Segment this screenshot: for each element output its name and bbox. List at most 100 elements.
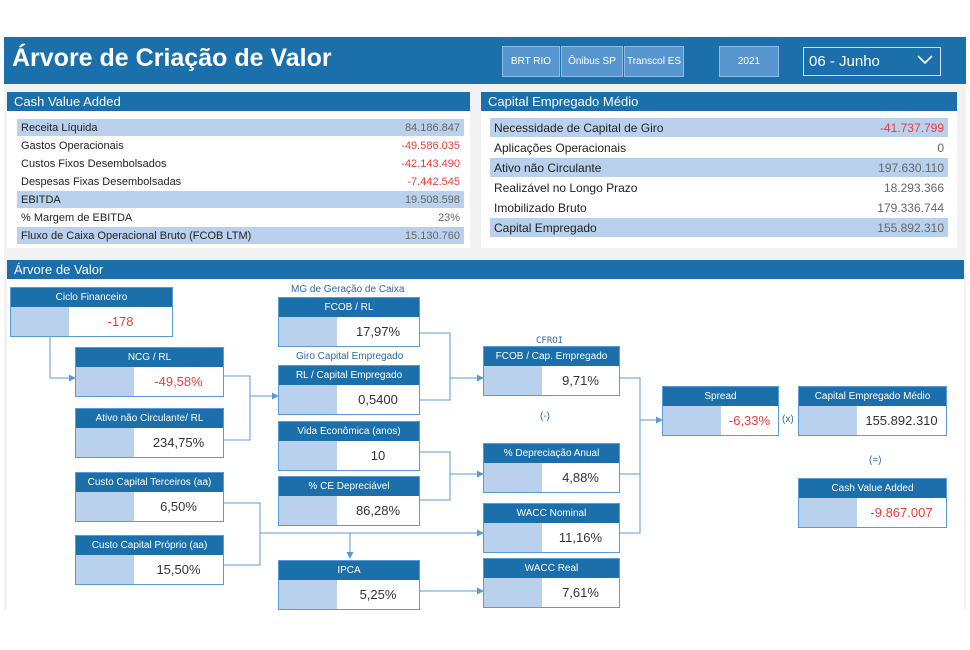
row-aplicacoes-operacionais: Aplicações Operacionais 0: [490, 138, 948, 157]
operator-equals: (=): [869, 455, 882, 466]
kpi-swatch: [279, 580, 337, 609]
kpi-title: IPCA: [279, 561, 419, 580]
row-label: Despesas Fixas Desembolsadas: [21, 175, 182, 188]
row-value: 23%: [437, 211, 460, 224]
row-receita-liquida: Receita Líquida 84.186.847: [17, 119, 464, 136]
row-ativo-nao-circulante: Ativo não Circulante 197.630.110: [490, 158, 948, 177]
kpi-title: FCOB / Cap. Empregado: [484, 347, 619, 366]
kpi-value: -9.867.007: [870, 505, 933, 520]
kpi-value: 86,28%: [355, 503, 401, 518]
kpi-swatch: [11, 307, 69, 336]
kpi-value: 15,50%: [156, 562, 201, 577]
kpi-value: 17,97%: [355, 324, 401, 339]
kpi-swatch: [663, 406, 721, 435]
kpi-swatch: [279, 385, 337, 414]
row-imobilizado-bruto: Imobilizado Bruto 179.336.744: [490, 198, 948, 217]
kpi-value: 234,75%: [152, 435, 205, 450]
row-label: Aplicações Operacionais: [494, 140, 627, 155]
row-label: Imobilizado Bruto: [494, 200, 587, 215]
kpi-swatch: [76, 555, 134, 584]
row-label: EBITDA: [21, 193, 61, 206]
header-bar: [4, 37, 966, 84]
kpi-swatch: [484, 463, 542, 492]
kpi-value: -6,33%: [728, 413, 771, 428]
kpi-swatch: [76, 367, 134, 396]
filter-button-transcol-es[interactable]: Transcol ES: [624, 46, 684, 77]
operator-times: (x): [782, 414, 794, 425]
row-value: 15.130.760: [404, 229, 460, 242]
kpi-value: -178: [107, 314, 134, 329]
row-label: Ativo não Circulante: [494, 160, 602, 175]
row-ebitda: EBITDA 19.508.598: [17, 191, 464, 208]
row-value: 179.336.744: [877, 200, 944, 215]
label-mg-geracao-caixa: MG de Geração de Caixa: [291, 284, 405, 295]
row-realizavel-no-longo-prazo: Realizável no Longo Prazo 18.293.366: [490, 178, 948, 197]
kpi-title: WACC Nominal: [484, 504, 619, 523]
label-cfroi: CFROI: [536, 336, 564, 346]
row-capital-empregado: Capital Empregado 155.892.310: [490, 218, 948, 237]
kpi-title: % CE Depreciável: [279, 477, 419, 496]
kpi-value: 4,88%: [562, 470, 599, 485]
kpi-swatch: [799, 498, 857, 527]
kpi-title: Cash Value Added: [799, 479, 946, 498]
row-label: Realizável no Longo Prazo: [494, 180, 638, 195]
kpi-value: 7,61%: [562, 585, 599, 600]
row-label: Receita Líquida: [21, 121, 98, 134]
kpi-swatch: [799, 406, 857, 435]
kpi-swatch: [279, 441, 337, 470]
kpi-value: 155.892.310: [865, 413, 938, 428]
kpi-swatch: [484, 366, 542, 395]
row-value: 0: [937, 140, 944, 155]
row-label: Custos Fixos Desembolsados: [21, 157, 167, 170]
kpi-title: Ciclo Financeiro: [11, 288, 172, 307]
kpi-box-ciclo: Ciclo Financeiro -178: [10, 287, 173, 337]
row-despesas-fixas-desembolsadas: Despesas Fixas Desembolsadas -7.442.545: [17, 173, 464, 190]
row-value: -7.442.545: [407, 175, 460, 188]
label-giro-capital-empregado: Giro Capital Empregado: [296, 351, 404, 362]
kpi-title: RL / Capital Empregado: [279, 366, 419, 385]
page-title: Árvore de Criação de Valor: [12, 44, 332, 72]
kpi-box-cap-med: Capital Empregado Médio 155.892.310: [798, 386, 947, 436]
kpi-title: NCG / RL: [76, 348, 223, 367]
kpi-swatch: [484, 578, 542, 607]
row-fluxo-de-caixa-operacional-bruto-fcob-ltm: Fluxo de Caixa Operacional Bruto (FCOB L…: [17, 227, 464, 244]
row-gastos-operacionais: Gastos Operacionais -49.586.035: [17, 137, 464, 154]
filter-button-onibus-sp[interactable]: Ônibus SP: [561, 46, 623, 77]
kpi-swatch: [279, 496, 337, 525]
kpi-swatch: [76, 428, 134, 457]
row-necessidade-de-capital-de-giro: Necessidade de Capital de Giro -41.737.79…: [490, 118, 948, 137]
row-value: 84.186.847: [404, 121, 460, 134]
cash-value-added-panel: Cash Value Added Receita Líquida 84.186.8…: [7, 92, 470, 248]
kpi-box-ccp: Custo Capital Próprio (aa) 15,50%: [75, 535, 224, 585]
arvore-de-valor-panel-title: Árvore de Valor: [7, 260, 964, 279]
kpi-value: 9,71%: [562, 373, 599, 388]
row-label: Fluxo de Caixa Operacional Bruto (FCOB L…: [21, 229, 252, 242]
kpi-box-fcob-rl: FCOB / RL 17,97%: [278, 297, 420, 347]
row-label: Necessidade de Capital de Giro: [494, 120, 664, 135]
kpi-box-cct: Custo Capital Terceiros (aa) 6,50%: [75, 472, 224, 522]
chevron-down-icon: [917, 55, 933, 65]
year-filter-button[interactable]: 2021: [719, 46, 779, 77]
kpi-title: Custo Capital Terceiros (aa): [76, 473, 223, 492]
kpi-value: 5,25%: [359, 587, 397, 602]
row-value: 18.293.366: [883, 180, 944, 195]
row-value: -41.737.799: [879, 120, 944, 135]
kpi-box-ce-dep: % CE Depreciável 86,28%: [278, 476, 420, 526]
kpi-box-dep: % Depreciação Anual 4,88%: [483, 443, 620, 493]
row-value: -49.586.035: [401, 139, 460, 152]
kpi-value: 11,16%: [558, 530, 603, 545]
row-margem-de-ebitda: % Margem de EBITDA 23%: [17, 209, 464, 226]
capital-empregado-panel: Capital Empregado Médio Necessidade de C…: [481, 92, 957, 248]
filter-button-brt-rio[interactable]: BRT RIO: [502, 46, 560, 77]
operator-minus: (-): [540, 411, 550, 422]
kpi-title: Spread: [663, 387, 778, 406]
kpi-swatch: [484, 523, 542, 552]
row-value: -42.143.490: [401, 157, 460, 170]
row-value: 155.892.310: [877, 220, 944, 235]
kpi-value: 0,5400: [358, 392, 398, 407]
month-dropdown[interactable]: 06 - Junho: [803, 47, 941, 76]
kpi-title: Vida Econômica (anos): [279, 422, 419, 441]
row-label: % Margem de EBITDA: [21, 211, 133, 224]
kpi-box-spread: Spread -6,33%: [662, 386, 779, 436]
